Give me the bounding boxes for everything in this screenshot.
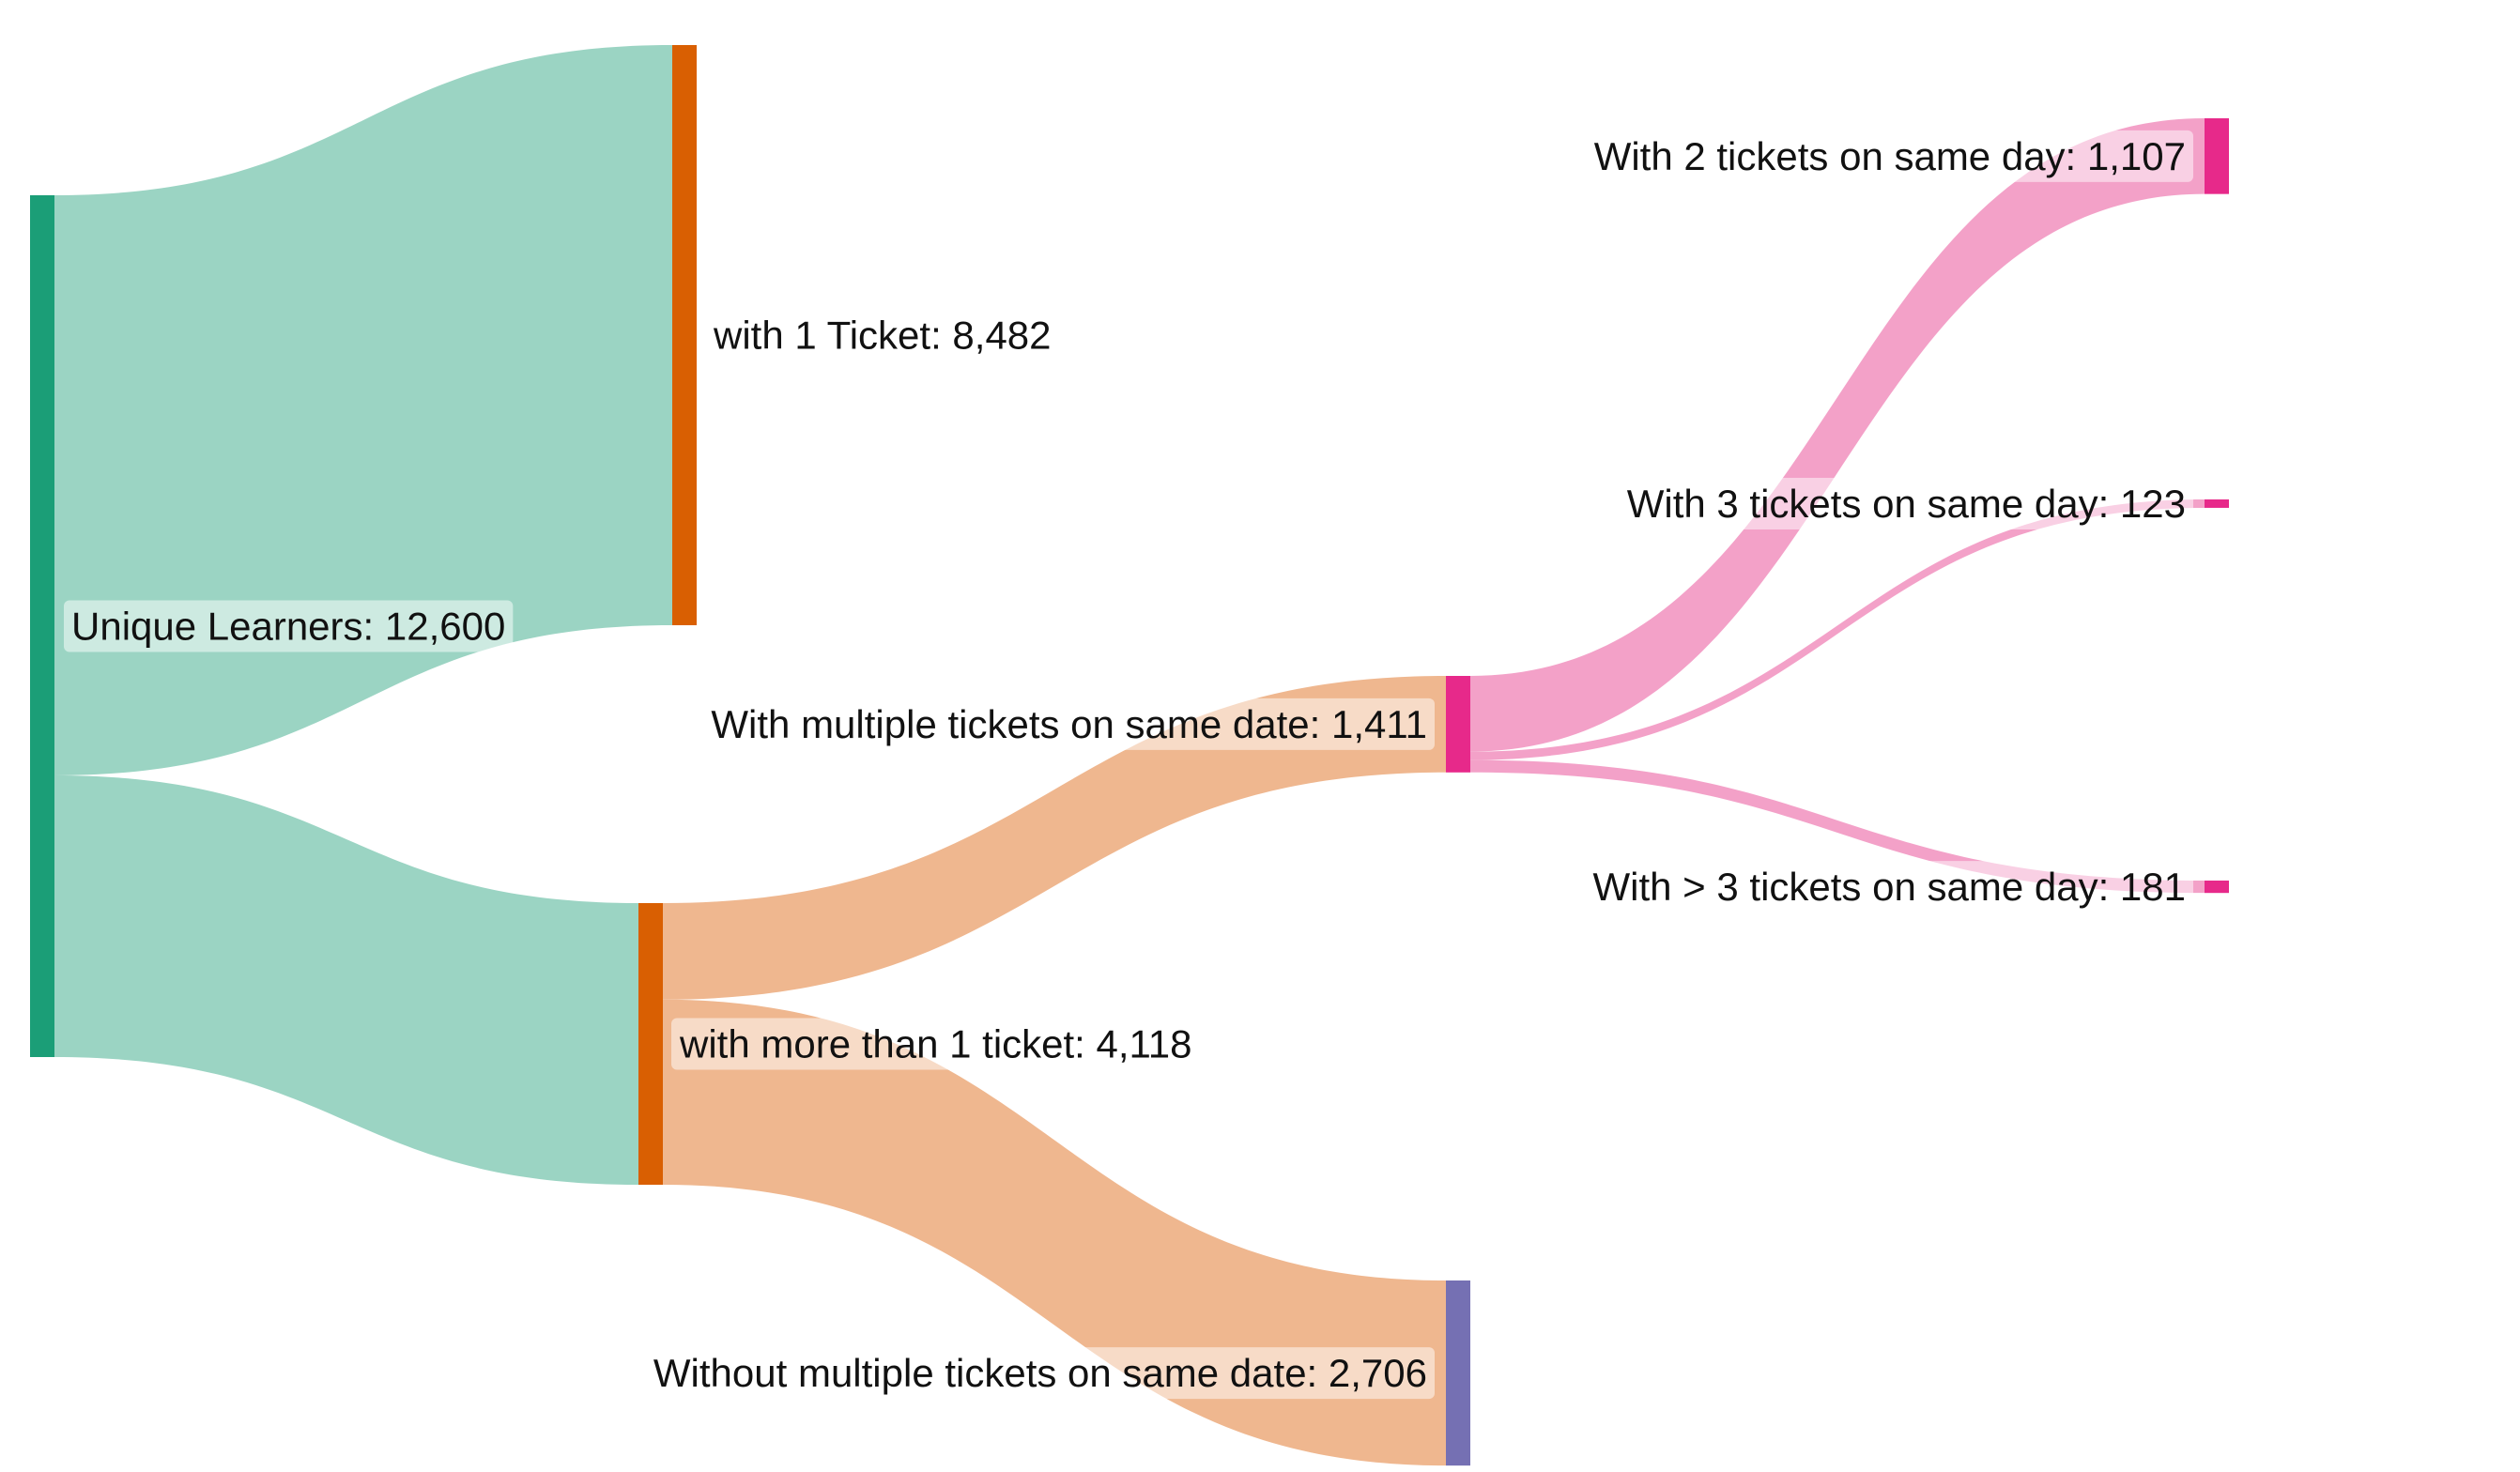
node-three [2205,499,2229,508]
link-unique-to-more [54,774,638,1186]
node-label-text-unique: Unique Learners: 12,600 [71,605,505,649]
link-multi-to-three [1470,499,2205,760]
node-label-without: Without multiple tickets on same date: 2… [645,1347,1435,1400]
node-label-bg-one [705,309,1059,361]
node-unique [30,195,54,1057]
node-label-text-multi: With multiple tickets on same date: 1,41… [711,702,1427,746]
node-label-bg-three [1619,477,2193,529]
node-label-text-one: with 1 Ticket: 8,482 [713,313,1052,357]
node-label-bg-unique [64,600,514,652]
node-label-bg-two [1586,130,2193,182]
link-multi-to-gt3 [1470,759,2205,894]
node-label-three: With 3 tickets on same day: 123 [1619,477,2193,529]
node-label-two: With 2 tickets on same day: 1,107 [1586,130,2193,182]
node-label-gt3: With > 3 tickets on same day: 181 [1585,861,2193,913]
node-two [2205,118,2229,194]
node-label-unique: Unique Learners: 12,600 [64,600,514,652]
node-label-multi: With multiple tickets on same date: 1,41… [703,698,1435,750]
node-label-one: with 1 Ticket: 8,482 [705,309,1059,361]
node-label-more: with more than 1 ticket: 4,118 [671,1018,1200,1070]
links-layer [54,45,2205,1466]
node-label-text-two: With 2 tickets on same day: 1,107 [1594,134,2186,178]
node-label-bg-more [671,1018,1200,1070]
nodes-layer [30,45,2229,1466]
labels-layer: Unique Learners: 12,600 with 1 Ticket: 8,… [64,130,2193,1400]
node-label-text-without: Without multiple tickets on same date: 2… [653,1351,1427,1395]
node-label-text-gt3: With > 3 tickets on same day: 181 [1593,865,2186,909]
node-label-text-three: With 3 tickets on same day: 123 [1627,482,2186,526]
node-without [1446,1280,1470,1466]
link-more-to-multi [663,676,1446,1000]
link-unique-to-one [54,45,672,775]
node-gt3 [2205,881,2229,894]
node-label-bg-without [645,1347,1435,1400]
node-more [638,903,663,1186]
node-label-bg-gt3 [1585,861,2193,913]
node-label-text-more: with more than 1 ticket: 4,118 [679,1022,1192,1066]
link-multi-to-two [1470,118,2205,752]
node-one [672,45,697,625]
node-multi [1446,676,1470,773]
node-label-bg-multi [703,698,1435,750]
